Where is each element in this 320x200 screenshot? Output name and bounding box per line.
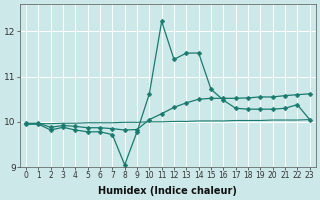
X-axis label: Humidex (Indice chaleur): Humidex (Indice chaleur) [98,186,237,196]
